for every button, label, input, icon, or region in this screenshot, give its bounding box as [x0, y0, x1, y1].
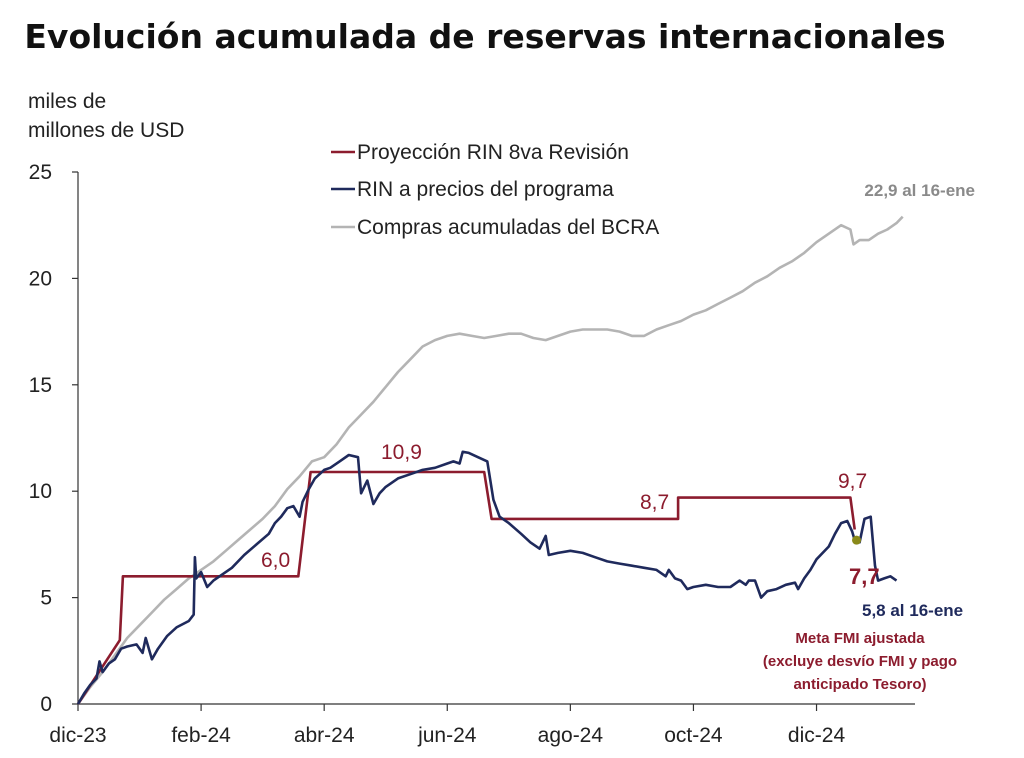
- series-lines: [76, 215, 904, 705]
- label-rin-end: 5,8 al 16-ene: [862, 601, 963, 620]
- chart-title: Evolución acumulada de reservas internac…: [24, 17, 945, 56]
- x-tick-label: dic-24: [788, 724, 846, 747]
- x-tick-label: oct-24: [664, 724, 723, 747]
- series-line-proyeccion: [76, 470, 856, 705]
- y-tick-label: 25: [29, 161, 52, 184]
- y-tick-label: 20: [29, 267, 52, 290]
- series-line-rin: [76, 450, 898, 705]
- meta-note-line-2: (excluye desvío FMI y pago: [763, 653, 957, 670]
- meta-point-marker: [852, 535, 862, 545]
- y-axis-unit-line-2: millones de USD: [28, 119, 184, 142]
- y-tick-label: 15: [29, 374, 52, 397]
- y-tick-label: 0: [40, 693, 52, 716]
- legend-label-compras: Compras acumuladas del BCRA: [357, 216, 659, 239]
- label-proj-8-7: 8,7: [640, 491, 669, 514]
- meta-note-line-3: anticipado Tesoro): [793, 676, 926, 693]
- label-compras-end: 22,9 al 16-ene: [864, 181, 975, 200]
- legend: Proyección RIN 8va Revisión RIN a precio…: [331, 141, 659, 239]
- y-tick-label: 10: [29, 480, 52, 503]
- y-tick-label: 5: [40, 587, 52, 610]
- x-tick-label: jun-24: [417, 724, 477, 747]
- x-tick-label: abr-24: [294, 724, 355, 747]
- legend-label-proyeccion: Proyección RIN 8va Revisión: [357, 141, 629, 164]
- y-ticks: 0 5 10 15 20 25: [29, 161, 78, 716]
- axes: [77, 172, 915, 705]
- label-proj-6-0: 6,0: [261, 549, 290, 572]
- label-meta-7-7: 7,7: [849, 564, 880, 589]
- x-ticks: dic-23 feb-24 abr-24 jun-24 ago-24 oct-24 dic-…: [49, 704, 845, 747]
- y-axis-unit-line-1: miles de: [28, 90, 106, 113]
- meta-note-line-1: Meta FMI ajustada: [795, 630, 925, 647]
- x-tick-label: ago-24: [538, 724, 604, 747]
- x-tick-label: feb-24: [171, 724, 231, 747]
- meta-marker-group: [852, 535, 862, 545]
- label-proj-10-9: 10,9: [381, 441, 422, 464]
- x-tick-label: dic-23: [49, 724, 106, 747]
- legend-label-rin: RIN a precios del programa: [357, 178, 614, 201]
- label-proj-9-7: 9,7: [838, 470, 867, 493]
- series-line-compras: [76, 215, 904, 705]
